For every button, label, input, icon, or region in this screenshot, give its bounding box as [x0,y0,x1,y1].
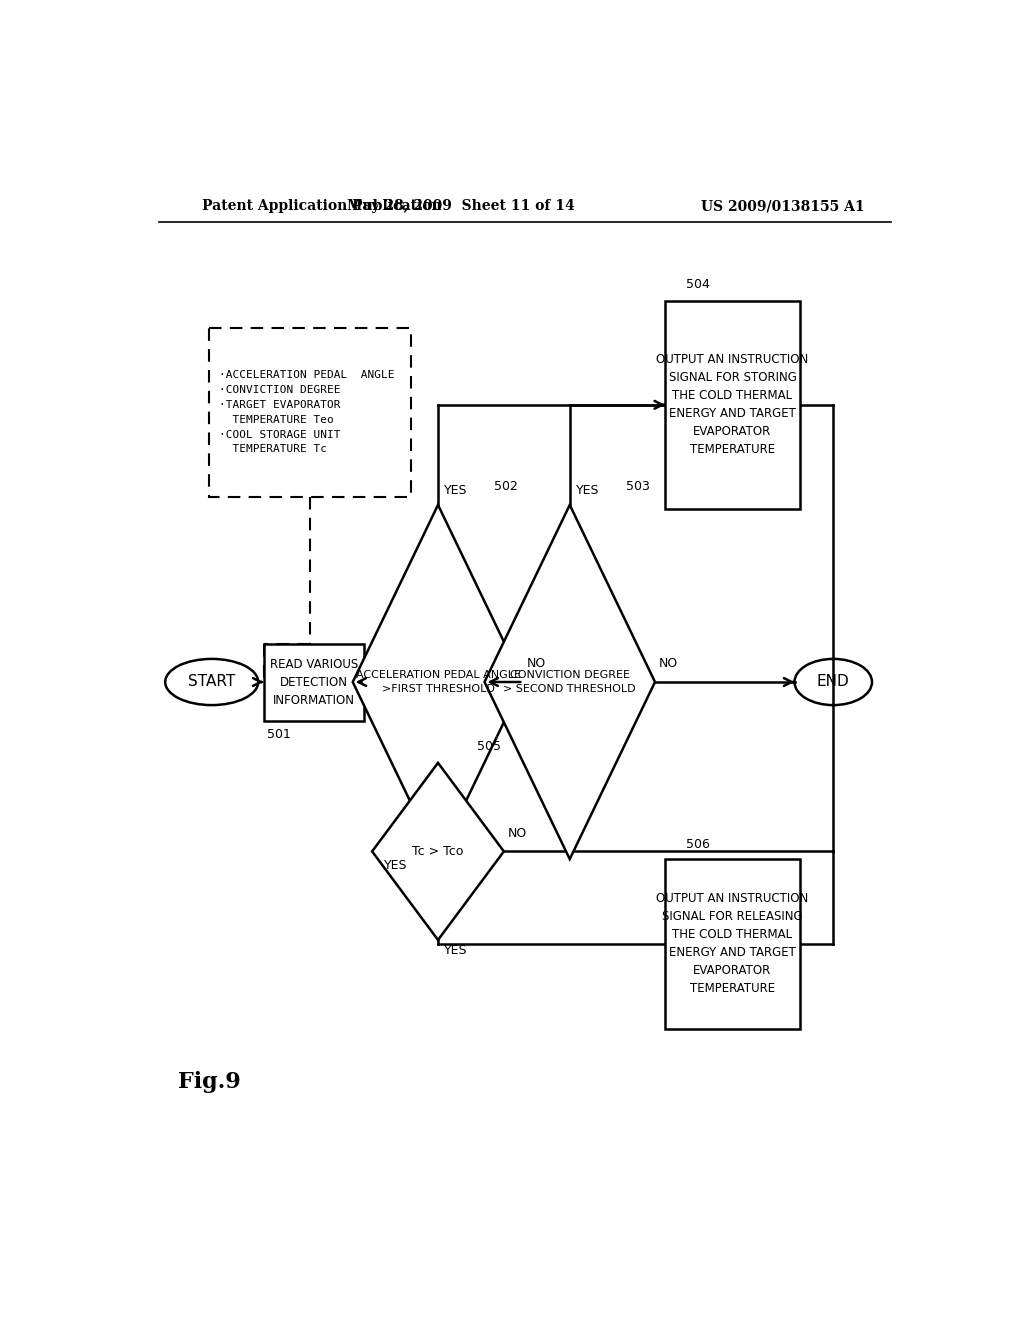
Text: YES: YES [384,859,408,873]
Text: OUTPUT AN INSTRUCTION
SIGNAL FOR STORING
THE COLD THERMAL
ENERGY AND TARGET
EVAP: OUTPUT AN INSTRUCTION SIGNAL FOR STORING… [656,354,809,457]
Text: Fig.9: Fig.9 [178,1072,241,1093]
Text: 503: 503 [626,480,649,494]
Text: NO: NO [658,657,678,671]
Text: YES: YES [444,944,468,957]
Text: END: END [817,675,850,689]
Text: OUTPUT AN INSTRUCTION
SIGNAL FOR RELEASING
THE COLD THERMAL
ENERGY AND TARGET
EV: OUTPUT AN INSTRUCTION SIGNAL FOR RELEASI… [656,892,809,995]
Text: 505: 505 [477,739,501,752]
Bar [665,301,801,508]
Text: US 2009/0138155 A1: US 2009/0138155 A1 [700,199,864,213]
Text: ACCELERATION PEDAL ANGLE
>FIRST THRESHOLD: ACCELERATION PEDAL ANGLE >FIRST THRESHOL… [355,671,520,693]
Bar [665,859,801,1028]
Bar [209,327,411,498]
Polygon shape [484,506,655,859]
Text: Tc > Tco: Tc > Tco [413,845,464,858]
Text: NO: NO [508,826,527,840]
Text: ·ACCELERATION PEDAL  ANGLE
·CONVICTION DEGREE
·TARGET EVAPORATOR
  TEMPERATURE T: ·ACCELERATION PEDAL ANGLE ·CONVICTION DE… [219,371,394,454]
Text: CONVICTION DEGREE
> SECOND THRESHOLD: CONVICTION DEGREE > SECOND THRESHOLD [504,671,636,693]
Text: YES: YES [444,484,468,498]
Text: YES: YES [575,484,599,498]
Text: 506: 506 [686,838,710,851]
Text: START: START [188,675,236,689]
Polygon shape [372,763,504,940]
Text: 501: 501 [267,729,292,742]
Text: 502: 502 [494,480,518,494]
Text: May 28, 2009  Sheet 11 of 14: May 28, 2009 Sheet 11 of 14 [347,199,575,213]
Bar [263,644,365,721]
Text: Patent Application Publication: Patent Application Publication [202,199,441,213]
Polygon shape [352,506,523,859]
Text: READ VARIOUS
DETECTION
INFORMATION: READ VARIOUS DETECTION INFORMATION [270,657,358,706]
Text: NO: NO [527,657,547,671]
Text: 504: 504 [686,277,710,290]
